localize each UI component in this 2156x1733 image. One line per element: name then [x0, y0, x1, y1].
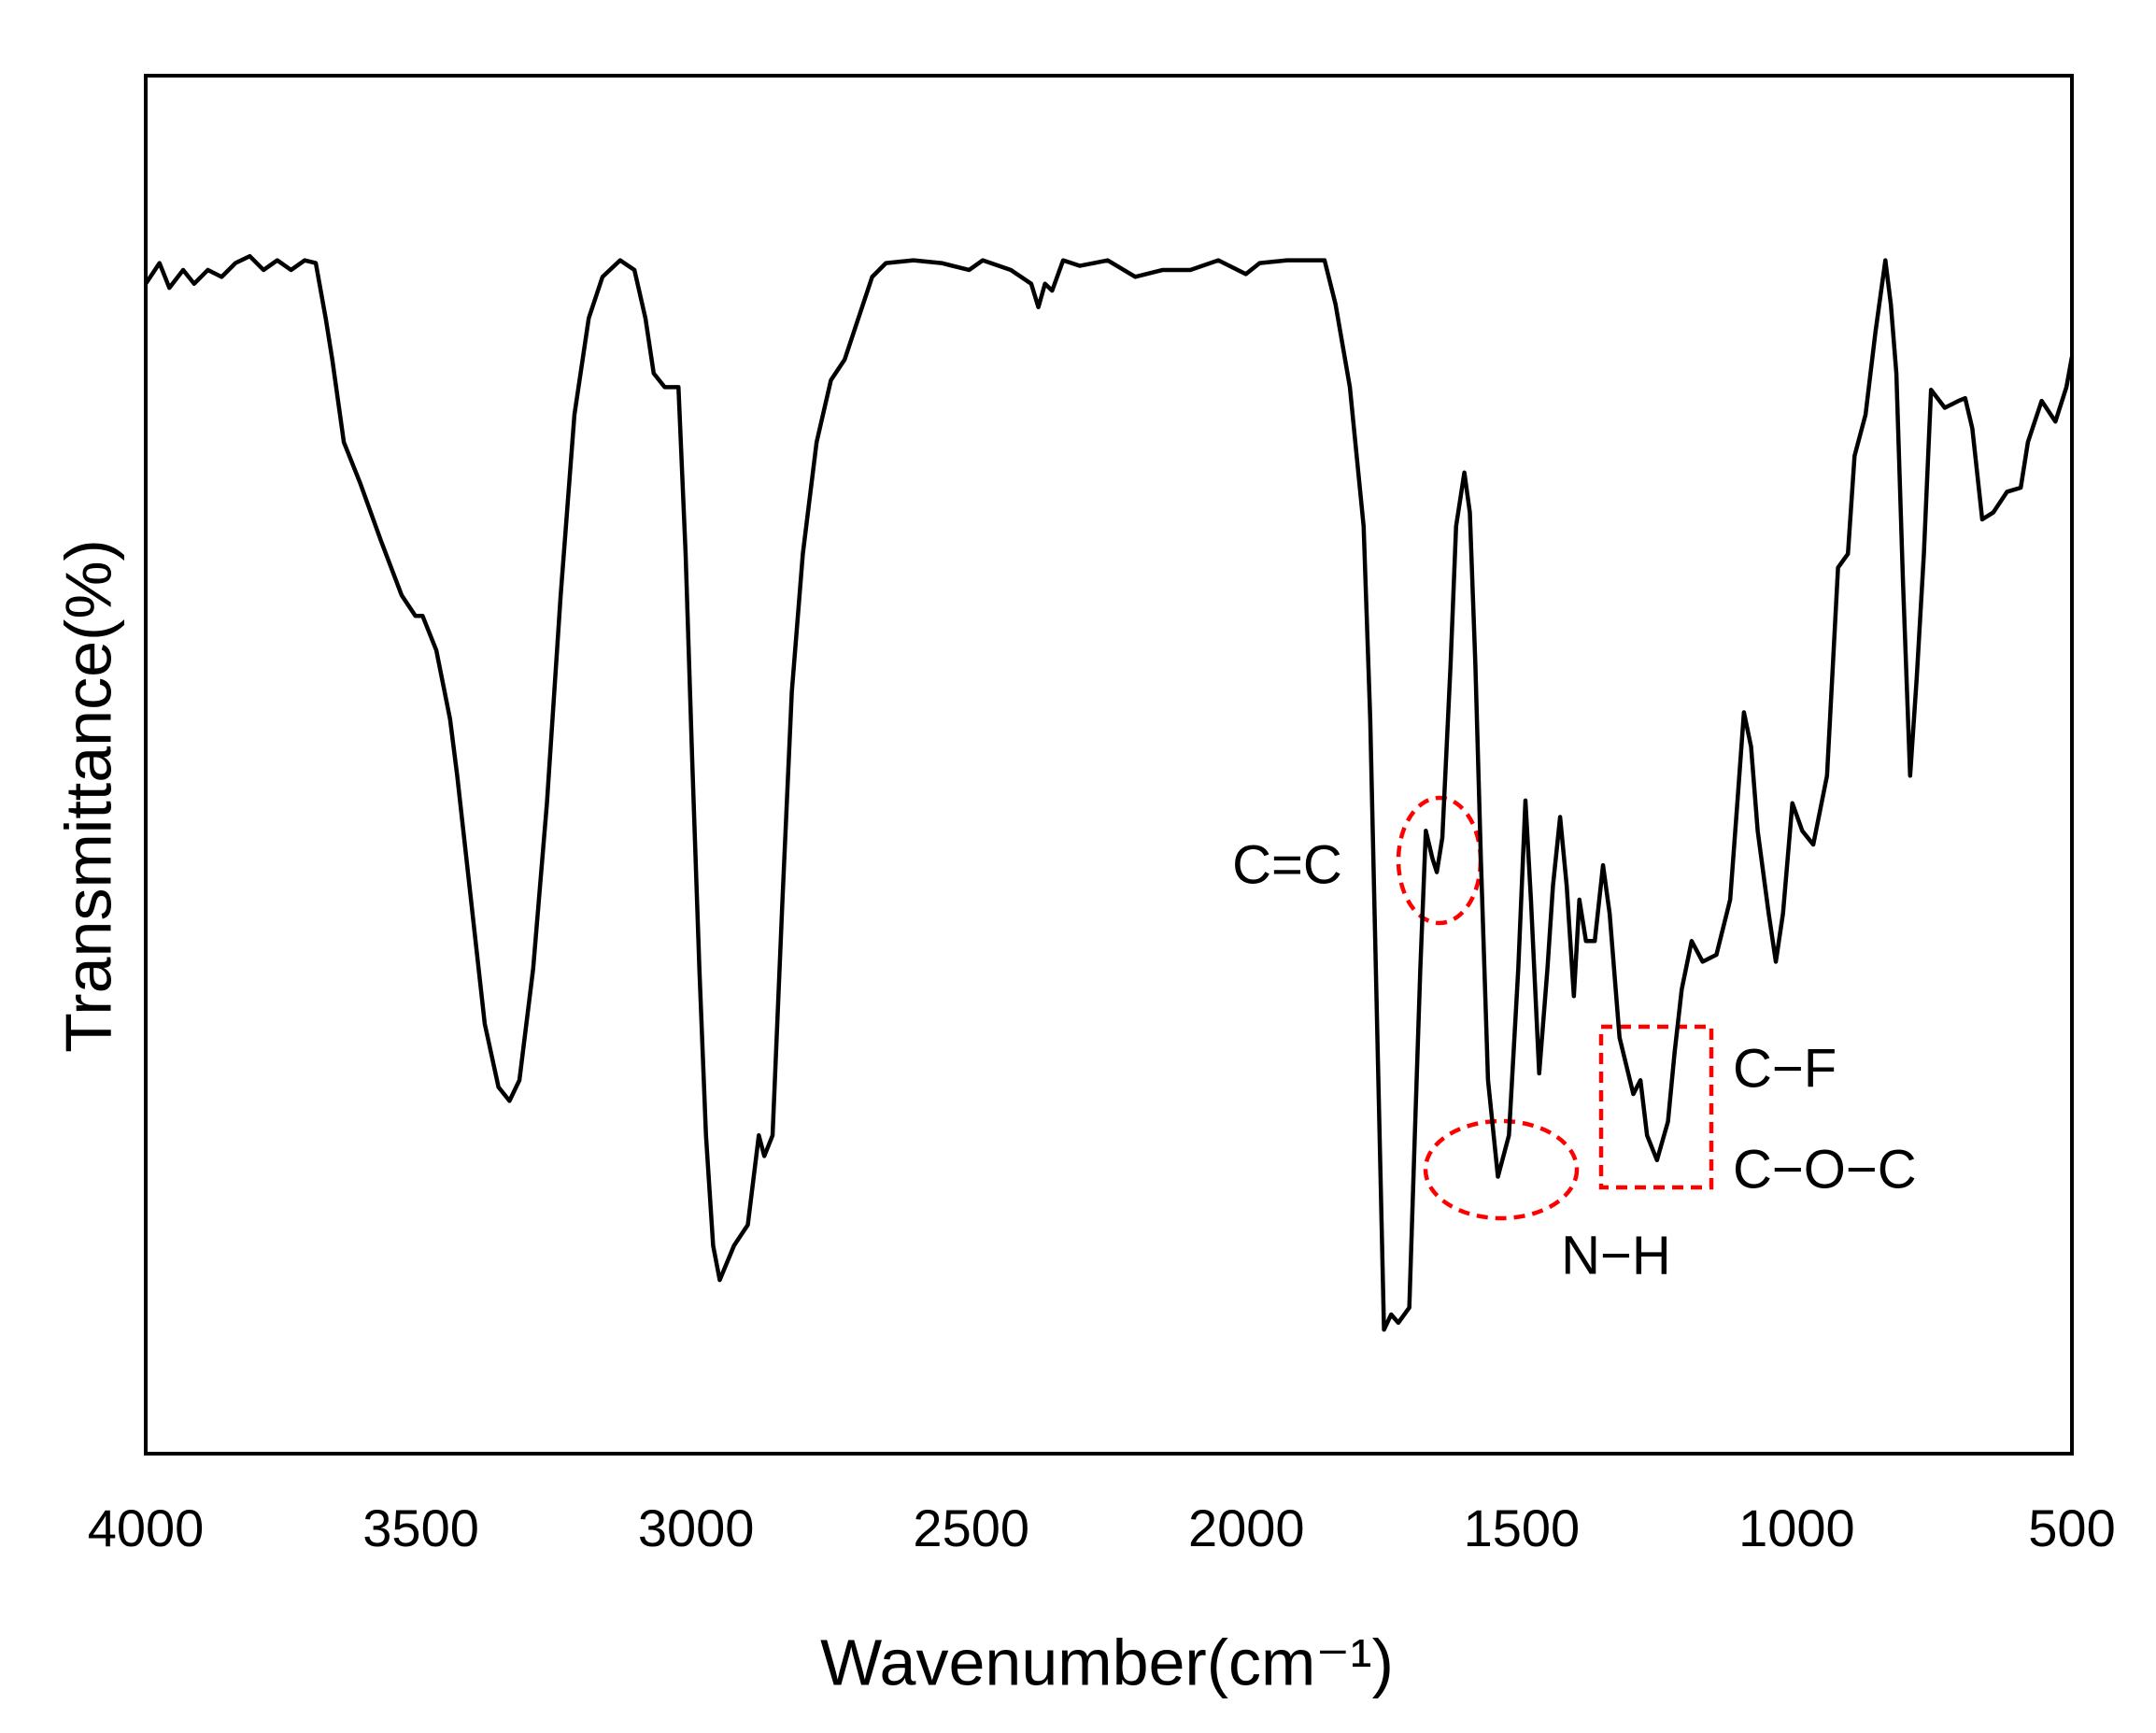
- annotation: C=C: [1232, 834, 1342, 895]
- annotation: C−F: [1733, 1038, 1837, 1099]
- annotation: N−H: [1561, 1225, 1671, 1286]
- x-tick-label: 3500: [362, 1499, 479, 1557]
- x-axis-label: Wavenumber(cm⁻¹): [820, 1626, 1394, 1698]
- x-tick-label: 2500: [913, 1499, 1029, 1557]
- plot-frame: [144, 74, 2074, 1456]
- x-tick-label: 1000: [1738, 1499, 1855, 1557]
- highlight-box: [1598, 1024, 1714, 1190]
- highlight-ellipse: [1423, 1118, 1580, 1221]
- x-tick-label: 3000: [638, 1499, 755, 1557]
- annotation: C−O−C: [1733, 1139, 1917, 1200]
- y-axis-label: Transmittance(%): [51, 539, 124, 1053]
- x-tick-label: 2000: [1188, 1499, 1305, 1557]
- x-tick-label: 500: [2028, 1499, 2115, 1557]
- x-tick-label: 1500: [1464, 1499, 1581, 1557]
- x-tick-label: 4000: [88, 1499, 205, 1557]
- spectrum-line: [144, 253, 2075, 1332]
